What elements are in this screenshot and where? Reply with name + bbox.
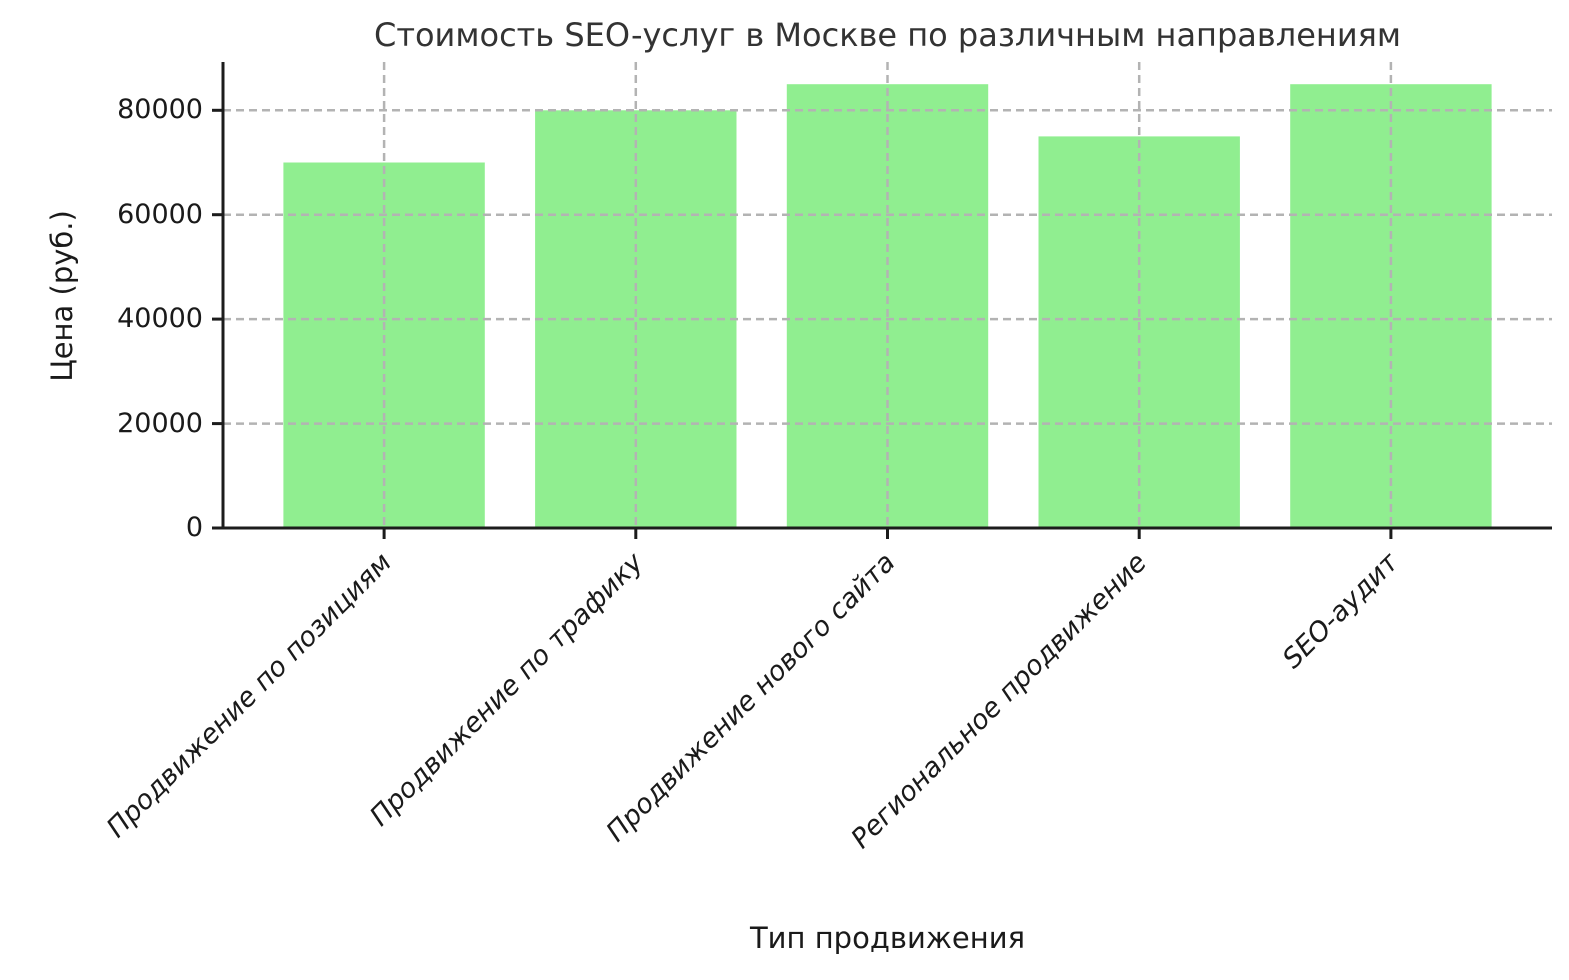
bar-0 — [283, 162, 485, 528]
bar-2 — [786, 84, 989, 528]
y-tick-label-1: 20000 — [117, 407, 203, 439]
y-tick-label-0: 0 — [185, 511, 203, 543]
y-tick-label-3: 60000 — [117, 198, 203, 230]
y-tick-label-4: 80000 — [117, 94, 203, 126]
x-axis-label: Тип продвижения — [749, 921, 1026, 955]
bar-4 — [1290, 84, 1492, 528]
bar-3 — [1038, 136, 1240, 528]
chart-title: Стоимость SEO-услуг в Москве по различны… — [373, 16, 1401, 54]
y-tick-label-2: 40000 — [117, 302, 203, 334]
y-axis-label: Цена (руб.) — [45, 210, 79, 382]
